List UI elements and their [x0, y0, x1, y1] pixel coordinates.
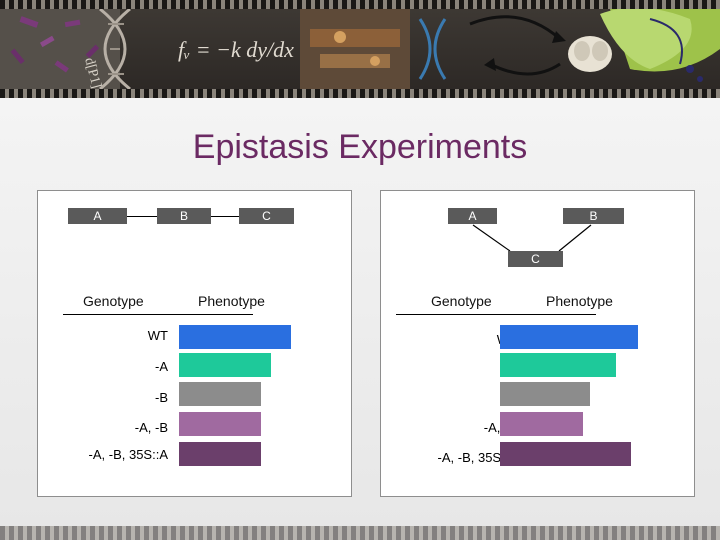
genotype-label: -A, -B, 35S::A: [437, 450, 517, 465]
gene-b-box: B: [563, 208, 624, 224]
film-strip-bottom: [0, 89, 720, 98]
header-rule: [63, 314, 253, 315]
phenotype-bar: [500, 325, 638, 349]
phenotype-bar: [179, 382, 261, 406]
pathway-connector: [211, 216, 239, 217]
phenotype-bar: [500, 442, 631, 466]
gene-c-box: C: [239, 208, 294, 224]
gene-a-box: A: [448, 208, 497, 224]
phenotype-bar: [179, 412, 261, 436]
genotype-label: -A, -B: [483, 420, 517, 435]
phenotype-bar: [179, 325, 291, 349]
phenotype-bar: [500, 382, 590, 406]
linear-pathway-panel: A B C Genotype Phenotype WT -A -B -A, -B…: [37, 190, 352, 497]
banner-formula: fᵥ = −k dy/dx: [178, 37, 294, 62]
genotype-label: -A: [381, 362, 517, 377]
genotype-header: Genotype: [431, 293, 492, 309]
slide-title: Epistasis Experiments: [192, 128, 528, 166]
film-strip-top: [0, 0, 720, 9]
gene-c-box: C: [508, 251, 563, 267]
converging-pathway-panel: A B C Genotype Phenotype WT -A -B -A, -B…: [380, 190, 695, 497]
film-strip-footer: [0, 526, 720, 540]
phenotype-header: Phenotype: [546, 293, 613, 309]
header-banner: d[P1] [S] fᵥ = −k dy/dx: [0, 0, 720, 98]
arrow-a-to-c: [472, 224, 511, 252]
science-collage-image: d[P1] [S] fᵥ = −k dy/dx: [0, 9, 720, 89]
genotype-header: Genotype: [83, 293, 144, 309]
arrow-b-to-c: [558, 224, 592, 252]
pathway-connector: [127, 216, 157, 217]
phenotype-header: Phenotype: [198, 293, 265, 309]
genotype-label: -A, -B: [134, 420, 168, 435]
genotype-label: -A: [155, 359, 168, 374]
phenotype-bar: [500, 412, 583, 436]
phenotype-bar: [179, 442, 261, 466]
genotype-label: WT: [381, 332, 517, 347]
gene-a-box: A: [68, 208, 127, 224]
header-rule: [396, 314, 596, 315]
pathway-arrows: [472, 224, 592, 252]
genotype-label: -B: [155, 390, 168, 405]
phenotype-bar: [179, 353, 271, 377]
genotype-label: WT: [147, 328, 168, 343]
phenotype-bar: [500, 353, 616, 377]
gene-b-box: B: [157, 208, 211, 224]
genotype-label: -A, -B, 35S::A: [88, 447, 168, 462]
genotype-label: -B: [381, 390, 517, 405]
